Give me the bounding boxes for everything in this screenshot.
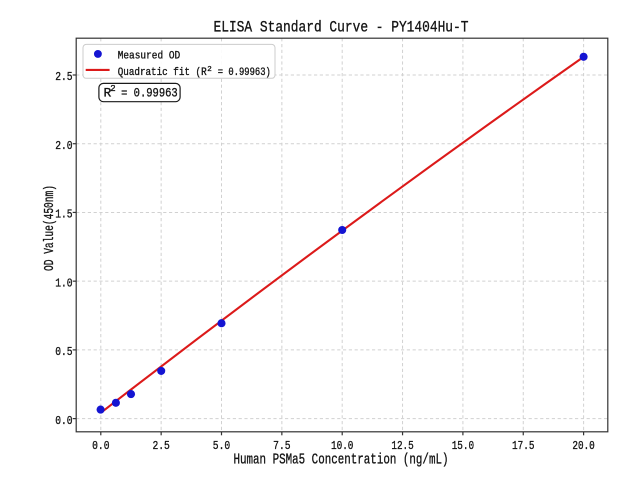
svg-text:5.0: 5.0 — [213, 439, 230, 453]
svg-text:OD Value(450nm): OD Value(450nm) — [42, 185, 58, 271]
svg-text:Measured OD: Measured OD — [118, 50, 181, 62]
svg-text:17.5: 17.5 — [512, 439, 534, 453]
svg-text:2: 2 — [207, 66, 212, 74]
svg-text:= 0.99963): = 0.99963) — [218, 67, 271, 79]
svg-text:= 0.99963: = 0.99963 — [121, 86, 178, 101]
svg-text:Quadratic fit (R: Quadratic fit (R — [118, 67, 207, 79]
svg-text:0.0: 0.0 — [55, 414, 72, 428]
svg-text:0.0: 0.0 — [92, 439, 109, 453]
svg-text:R: R — [104, 86, 112, 101]
svg-text:ELISA Standard Curve - PY1404H: ELISA Standard Curve - PY1404Hu-T — [214, 18, 469, 36]
svg-text:12.5: 12.5 — [391, 439, 413, 453]
svg-text:7.5: 7.5 — [273, 439, 290, 453]
svg-text:1.5: 1.5 — [55, 208, 72, 222]
svg-text:0.5: 0.5 — [55, 345, 72, 359]
svg-text:10.0: 10.0 — [331, 439, 353, 453]
svg-text:2.5: 2.5 — [55, 70, 72, 84]
svg-text:2: 2 — [110, 84, 115, 94]
svg-text:20.0: 20.0 — [572, 439, 594, 453]
svg-text:Human PSMa5 Concentration (ng/: Human PSMa5 Concentration (ng/mL) — [234, 452, 449, 469]
svg-text:2.5: 2.5 — [152, 439, 169, 453]
svg-text:15.0: 15.0 — [452, 439, 474, 453]
svg-text:2.0: 2.0 — [55, 139, 72, 153]
svg-text:1.0: 1.0 — [55, 276, 72, 290]
